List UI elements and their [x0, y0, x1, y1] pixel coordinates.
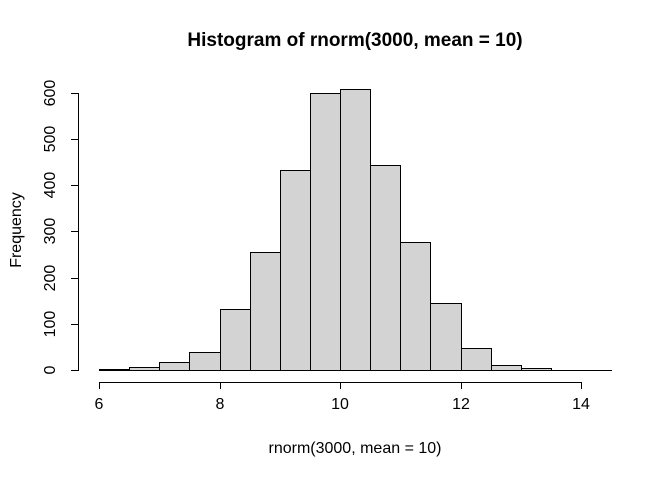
x-tick-label: 6	[94, 396, 104, 413]
y-tick	[71, 93, 78, 94]
x-tick-label: 14	[572, 396, 590, 413]
histogram-bar	[250, 252, 281, 371]
x-tick	[220, 382, 221, 389]
histogram-bar	[521, 368, 552, 371]
x-tick	[340, 382, 341, 389]
y-axis-label: Frequency	[8, 192, 25, 268]
x-tick	[581, 382, 582, 389]
histogram-bar	[370, 165, 401, 371]
histogram-bar	[280, 170, 311, 371]
x-tick-label: 8	[215, 396, 225, 413]
x-tick-label: 12	[452, 396, 470, 413]
histogram-bar	[310, 93, 341, 371]
y-tick	[71, 139, 78, 140]
histogram-bar	[430, 303, 462, 371]
histogram-bar	[461, 348, 492, 371]
histogram-bar	[400, 242, 431, 371]
histogram-bar	[159, 362, 190, 371]
chart-title: Histogram of rnorm(3000, mean = 10)	[187, 30, 523, 51]
x-tick	[99, 382, 100, 389]
x-axis-label: rnorm(3000, mean = 10)	[268, 440, 442, 457]
histogram-bar	[340, 89, 371, 371]
y-tick	[71, 231, 78, 232]
histogram-bar	[220, 309, 251, 371]
y-tick-label: 600	[42, 79, 59, 107]
y-tick	[71, 324, 78, 325]
x-tick	[461, 382, 462, 389]
y-axis-line	[78, 93, 79, 371]
histogram-bar	[99, 369, 130, 371]
histogram-bar	[491, 365, 522, 371]
histogram-bar	[189, 352, 221, 371]
y-tick	[71, 185, 78, 186]
y-tick	[71, 278, 78, 279]
histogram-bar	[129, 367, 160, 371]
x-tick-label: 10	[331, 396, 349, 413]
y-tick	[71, 370, 78, 371]
